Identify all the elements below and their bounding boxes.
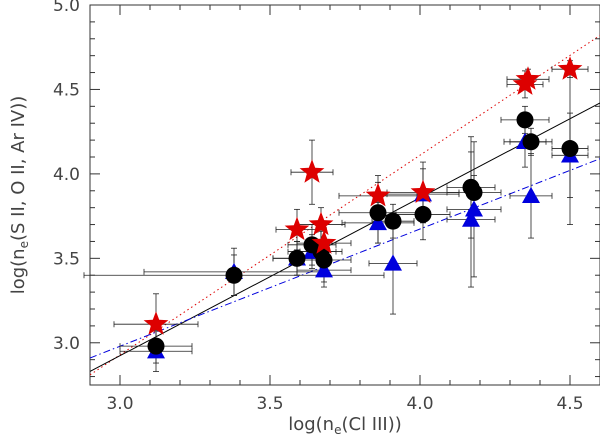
- plot-frame: [89, 4, 600, 386]
- o-ii-point-0: [147, 337, 165, 355]
- ar-iv-point-8: [462, 210, 480, 227]
- data-markers: [143, 56, 583, 359]
- ar-iv-point-11: [522, 186, 540, 204]
- x-tick-label-2: 4.0: [406, 394, 433, 414]
- fit-line-0: [90, 34, 600, 376]
- o-ii-point-2: [288, 249, 306, 267]
- o-ii-point-12: [522, 133, 540, 151]
- x-tick-label-0: 3.0: [106, 394, 133, 414]
- o-ii-point-7: [384, 212, 402, 230]
- s-ii-point-1: [284, 216, 310, 241]
- s-ii-point-6: [410, 179, 436, 203]
- y-tick-label-2: 4.0: [53, 165, 80, 185]
- o-ii-point-11: [516, 111, 534, 129]
- o-ii-point-13: [561, 140, 579, 158]
- s-ii-point-0: [143, 311, 169, 335]
- s-ii-point-8: [515, 66, 541, 90]
- ar-iv-point-4: [315, 261, 333, 278]
- ar-iv-point-6: [384, 254, 402, 271]
- x-axis-title: log(ne(Cl III)): [288, 414, 402, 437]
- y-tick-label-4: 5.0: [53, 0, 80, 16]
- o-ii-point-6: [369, 204, 387, 222]
- tick-labels: 3.0 3.5 4.0 4.5 3.0 3.5 4.0 4.5 5.0: [53, 0, 584, 414]
- o-ii-point-10: [465, 183, 483, 201]
- y-tick-label-1: 3.5: [53, 249, 80, 269]
- ar-iv-point-5: [369, 213, 387, 231]
- s-ii-point-5: [365, 182, 391, 207]
- s-ii-point-4: [311, 230, 337, 254]
- fit-line-1: [90, 102, 600, 372]
- o-ii-point-1: [225, 266, 243, 284]
- s-ii-point-9: [557, 56, 583, 80]
- axis-ticks: [90, 4, 600, 385]
- y-tick-label-3: 4.5: [53, 80, 80, 100]
- fit-lines: [90, 34, 600, 376]
- x-tick-label-1: 3.5: [256, 394, 283, 414]
- s-ii-point-3: [308, 211, 334, 236]
- y-axis-title: log(ne(S II, O II, Ar IV)): [8, 96, 31, 295]
- s-ii-point-2: [299, 159, 325, 183]
- o-ii-point-8: [414, 205, 432, 223]
- o-ii-point-5: [315, 251, 333, 269]
- y-tick-label-0: 3.0: [53, 334, 80, 354]
- x-tick-label-3: 4.5: [556, 394, 583, 414]
- ar-iv-point-9: [465, 200, 483, 217]
- fit-line-2: [90, 158, 600, 359]
